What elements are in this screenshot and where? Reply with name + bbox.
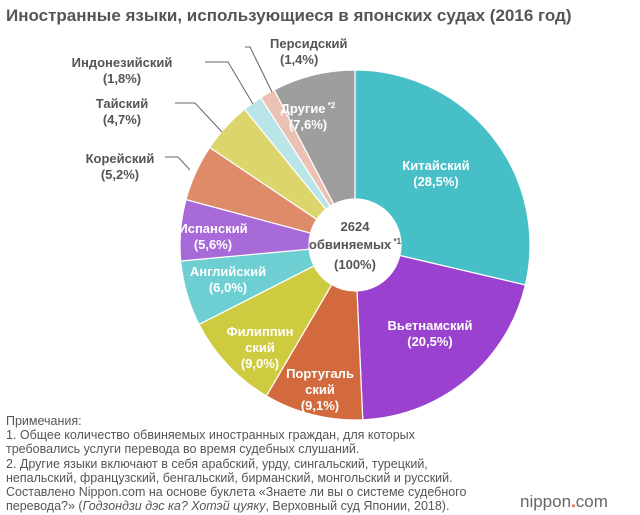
note-line: 2. Другие языки включают в себя арабский… bbox=[6, 456, 428, 471]
slice-label-name: ский bbox=[245, 340, 275, 355]
slice-label-value: (28,5%) bbox=[413, 174, 459, 189]
leader-line bbox=[205, 61, 254, 105]
slice-label-value: (4,7%) bbox=[103, 112, 141, 127]
note-line: 1. Общее количество обвиняемых иностранн… bbox=[6, 428, 415, 443]
slice-label-value: (5,6%) bbox=[194, 237, 232, 252]
logo-suffix: com bbox=[575, 492, 608, 511]
leader-line bbox=[245, 46, 273, 93]
slice-label-name: Английский bbox=[190, 264, 266, 279]
notes-heading: Примечания: bbox=[6, 414, 82, 428]
chart-title: Иностранные языки, использующиеся в япон… bbox=[6, 6, 572, 25]
note-italic: Годзондзи дэс ка? Хотэй цуяку bbox=[82, 499, 266, 514]
slice-label-name: Филиппин bbox=[227, 324, 294, 339]
center-count: 2624 bbox=[341, 219, 371, 234]
slice-label-name: Персидский bbox=[270, 36, 348, 51]
slice-label-value: (6,0%) bbox=[209, 280, 247, 295]
slice-label-value: (20,5%) bbox=[407, 334, 453, 349]
slice-label-name: Вьетнамский bbox=[387, 318, 472, 333]
slice-label-name: Португаль bbox=[286, 366, 354, 381]
note-line: Составлено Nippon.com на основе буклета … bbox=[6, 485, 467, 500]
slice-label-name: Тайский bbox=[96, 96, 149, 111]
note-text: , Верховный суд Японии, 2018). bbox=[265, 499, 450, 514]
logo-main: nippon bbox=[520, 492, 572, 511]
slice-label-name: Другие *2 bbox=[281, 101, 336, 116]
note-line: непальский, французский, бенгальский, би… bbox=[6, 470, 453, 485]
center-hole bbox=[309, 199, 401, 291]
note-text: перевода?» ( bbox=[6, 499, 83, 514]
leader-line bbox=[165, 156, 191, 171]
center-percent: (100%) bbox=[334, 257, 376, 272]
slice-label-name: ский bbox=[305, 382, 335, 397]
notes: Примечания: 1. Общее количество обвиняем… bbox=[6, 414, 466, 513]
logo-dot: . bbox=[571, 492, 576, 511]
slice-label-name: Корейский bbox=[86, 151, 155, 166]
slice-label-value: (9,1%) bbox=[301, 398, 339, 413]
slice-label-name: Индонезийский bbox=[72, 55, 173, 70]
leader-line bbox=[175, 102, 223, 133]
slice-label-value: (5,2%) bbox=[101, 167, 139, 182]
slice-label-value: (7,6%) bbox=[289, 117, 327, 132]
nippon-logo: nippon.com bbox=[520, 492, 608, 512]
note-line: перевода?» (Годзондзи дэс ка? Хотэй цуяк… bbox=[6, 499, 466, 513]
slice-label-value: (9,0%) bbox=[241, 356, 279, 371]
slice-label-name: Китайский bbox=[402, 158, 469, 173]
center-unit: обвиняемых *1 bbox=[309, 237, 402, 252]
slice-label-name: Испанский bbox=[178, 221, 247, 236]
note-line: требовались услуги перевода во время суд… bbox=[6, 442, 360, 457]
slice-label-value: (1,4%) bbox=[280, 52, 318, 67]
slice-label-value: (1,8%) bbox=[103, 71, 141, 86]
